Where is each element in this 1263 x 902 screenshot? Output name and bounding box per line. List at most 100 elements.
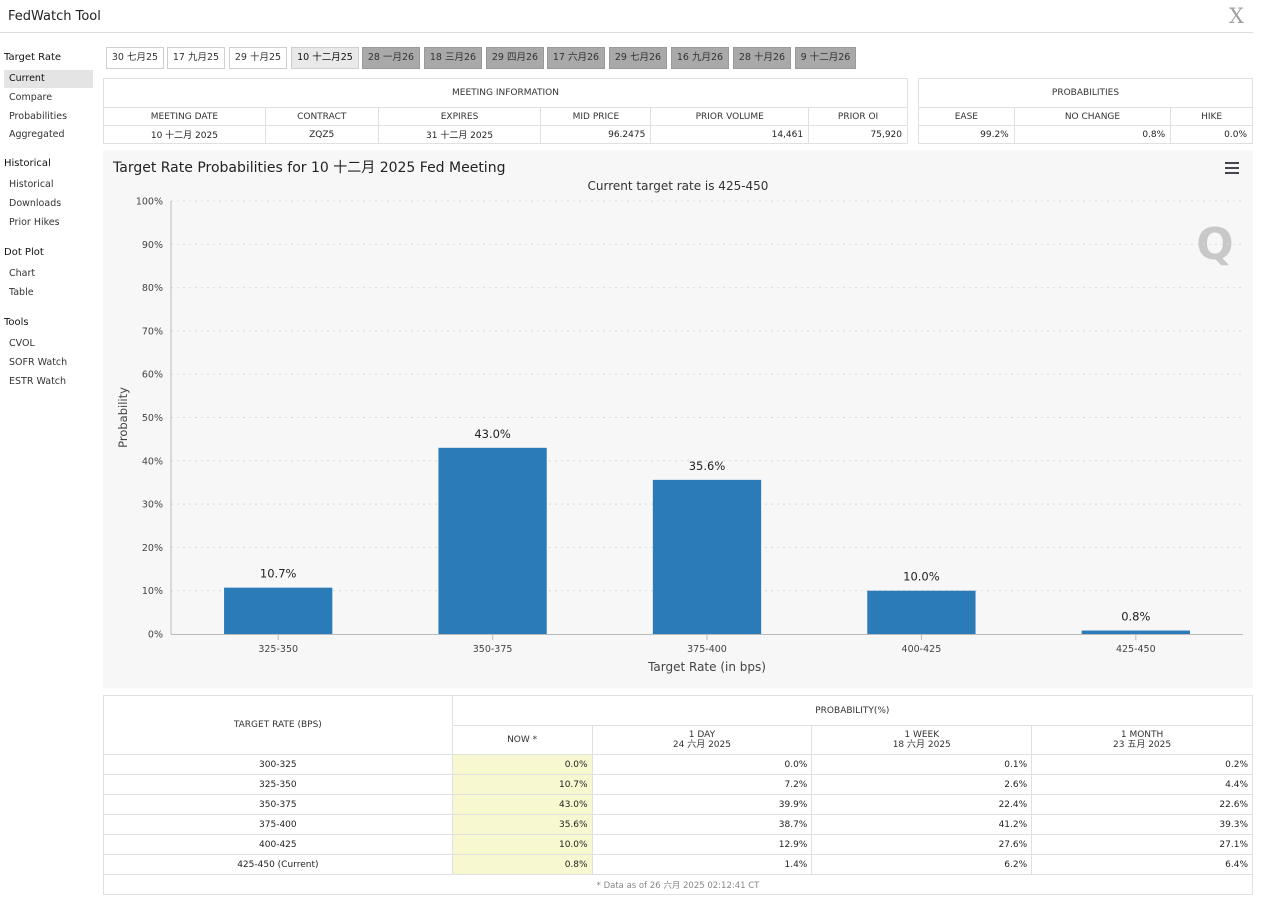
prior-oi-value: 75,920 [808,125,908,144]
table-row: 350-375 43.0% 39.9% 22.4% 22.6% [103,794,1253,815]
sidebar-item-current[interactable]: Current [4,70,93,88]
meeting-tab-2[interactable]: 17 九月25 [167,47,225,69]
y-tick-label: 40% [142,456,163,467]
bar-data-label: 10.0% [903,570,940,584]
probabilities-title: PROBABILITIES [918,78,1253,108]
sidebar-item-cvol[interactable]: CVOL [9,338,35,349]
meeting-date-value: 10 十二月 2025 [103,125,266,144]
sidebar-item-aggregated[interactable]: Aggregated [9,129,65,141]
probability-cell: 27.1% [1031,834,1253,855]
target-rate-cell: 375-400 [103,814,453,835]
col-now: NOW * [451,725,593,755]
y-tick-label: 90% [142,240,163,251]
meeting-tab-10[interactable]: 16 九月26 [671,47,729,69]
col-1-month: 1 MONTH 23 五月 2025 [1031,725,1253,755]
expires-value: 31 十二月 2025 [377,125,542,144]
meeting-tab-1[interactable]: 30 七月25 [106,47,164,69]
table-row: 325-350 10.7% 7.2% 2.6% 4.4% [103,774,1253,795]
y-tick-label: 70% [142,326,163,337]
x-tick-label: 375-400 [687,644,727,655]
hike-value: 0.0% [1170,125,1253,144]
top-bar: FedWatch Tool X [0,0,1253,33]
y-tick-label: 50% [142,413,163,424]
header-prior-oi: PRIOR OI [808,107,908,126]
probability-cell: 4.4% [1031,774,1253,795]
probability-cell: 12.9% [591,834,813,855]
header-prior-volume: PRIOR VOLUME [650,107,810,126]
meeting-tab-5[interactable]: 28 一月26 [362,47,420,69]
probabilities-table: PROBABILITIES EASE NO CHANGE HIKE 99.2% … [918,78,1253,144]
x-tick-label: 400-425 [902,644,942,655]
y-tick-label: 20% [142,543,163,554]
col-1-week: 1 WEEK 18 六月 2025 [811,725,1033,755]
sidebar-item-downloads[interactable]: Downloads [9,197,62,209]
header-mid-price: MID PRICE [540,107,652,126]
meeting-tab-11[interactable]: 28 十月26 [733,47,791,69]
header-contract: CONTRACT [264,107,379,126]
x-tick-label: 350-375 [473,644,513,655]
sidebar-item-compare[interactable]: Compare [9,91,53,103]
x-tick-label: 325-350 [258,644,298,655]
y-tick-label: 10% [142,586,163,597]
probability-cell: 2.6% [811,774,1033,795]
meeting-tab-6[interactable]: 18 三月26 [424,47,482,69]
meeting-tab-4[interactable]: 10 十二月25 [291,47,359,69]
sidebar-item-probabilities[interactable]: Probabilities [9,110,68,122]
prior-volume-value: 14,461 [650,125,810,144]
table-row: 425-450 (Current) 0.8% 1.4% 6.2% 6.4% [103,854,1253,875]
probability-cell: 22.4% [811,794,1033,815]
x-axis-title: Target Rate (in bps) [647,660,766,674]
bar-375-400 [652,479,762,634]
header-ease: EASE [918,107,1015,126]
sidebar-item-prior-hikes[interactable]: Prior Hikes [9,216,60,228]
meeting-tab-7[interactable]: 29 四月26 [486,47,544,69]
chart-subtitle: Current target rate is 425-450 [587,179,769,193]
data-footnote: * Data as of 26 六月 2025 02:12:41 CT [103,874,1253,895]
probability-cell: 6.4% [1031,854,1253,875]
target-rate-cell: 325-350 [103,774,453,795]
y-axis-title: Probability [116,387,130,448]
sidebar-item-historical[interactable]: Historical [9,179,54,190]
probability-cell: 0.2% [1031,754,1253,775]
sidebar-item-estr-watch[interactable]: ESTR Watch [9,375,67,387]
meeting-information-title: MEETING INFORMATION [103,78,908,108]
sidebar-item-sofr-watch[interactable]: SOFR Watch [9,356,68,368]
bar-data-label: 35.6% [689,459,726,473]
bar-400-425 [867,590,976,634]
close-icon[interactable]: X [1229,4,1244,28]
probability-cell: 0.0% [591,754,813,775]
probability-cell: 22.6% [1031,794,1253,815]
bar-data-label: 43.0% [474,427,511,441]
header-expires: EXPIRES [377,107,542,126]
probability-cell: 39.9% [591,794,813,815]
probability-cell: 7.2% [591,774,813,795]
probability-cell: 27.6% [811,834,1033,855]
meeting-tab-12[interactable]: 9 十二月26 [795,47,856,69]
x-tick-label: 425-450 [1116,644,1156,655]
meeting-information-table: MEETING INFORMATION MEETING DATE CONTRAC… [103,78,908,144]
meeting-tab-9[interactable]: 29 七月26 [609,47,667,69]
probability-cell: 39.3% [1031,814,1253,835]
sidebar-section-tools: Tools [4,317,29,328]
table-row: 400-425 10.0% 12.9% 27.6% 27.1% [103,834,1253,855]
target-rate-table: TARGET RATE (BPS) PROBABILITY(%) NOW * 1… [103,695,1254,895]
bar-data-label: 0.8% [1121,610,1150,624]
target-rate-cell: 350-375 [103,794,453,815]
probability-cell: 35.6% [451,814,593,835]
sidebar-item-table[interactable]: Table [9,286,34,298]
probability-header: PROBABILITY(%) [451,695,1254,726]
header-hike: HIKE [1170,107,1253,126]
chart-menu-icon[interactable] [1225,162,1239,174]
header-meeting-date: MEETING DATE [103,107,266,126]
y-tick-label: 60% [142,370,163,381]
contract-value: ZQZ5 [264,125,379,144]
table-row: 300-325 0.0% 0.0% 0.1% 0.2% [103,754,1253,775]
meeting-tab-8[interactable]: 17 六月26 [547,47,605,69]
sidebar-item-chart[interactable]: Chart [9,268,36,279]
meeting-tab-3[interactable]: 29 十月25 [229,47,287,69]
y-tick-label: 30% [142,500,163,511]
header-no-change: NO CHANGE [1013,107,1172,126]
no-change-value: 0.8% [1013,125,1172,144]
probability-cell: 0.1% [811,754,1033,775]
probability-cell: 41.2% [811,814,1033,835]
